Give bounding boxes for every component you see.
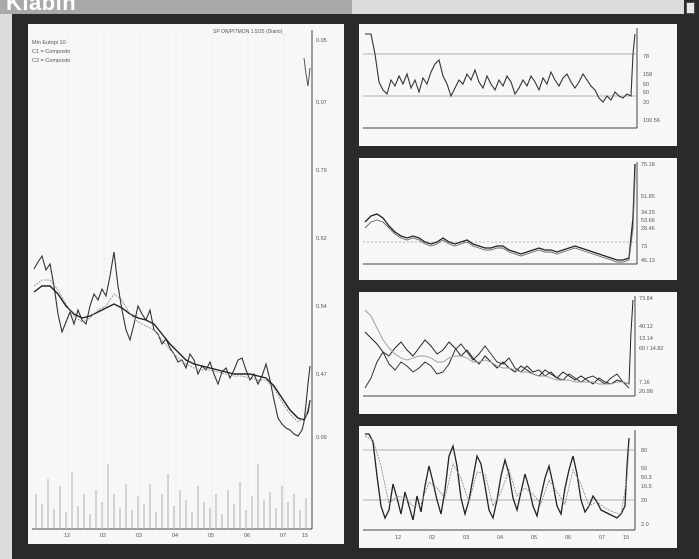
price-label: 0.79 [316,168,327,174]
ind4-label: 20 [641,498,647,504]
indicator-1-line [365,33,636,103]
ind2-label: 53.66 [641,218,655,224]
legend-line-2: C1 = Composto [32,49,70,55]
ind3-label: 40.12 [639,324,653,330]
moving-average-line [33,285,311,421]
ind4-label: 50 [641,466,647,472]
ind4-label: 2.0 [641,522,649,528]
indicator-4-line [365,433,630,521]
indicator-chart-1[interactable]: 78 158 50 50 20 100 56 [359,24,677,146]
indicator-chart-2[interactable]: 75.18 51.85 34.29 53.66 28.46 73 45.13 [359,158,677,280]
ind3-label: 73.84 [639,296,653,302]
indicator-chart-4[interactable]: 80 50 50.3 16.5 20 2.0 12 02 03 04 05 06… [359,426,677,548]
ind2-label: 34.29 [641,210,655,216]
ind3-label: 13.14 [639,336,653,342]
ind4-x-label: 05 [531,535,537,541]
volume-bars [35,464,307,529]
indicator-3-line-c [364,309,630,385]
ind4-x-label: 15 [623,535,629,541]
ind2-label: 45.13 [641,258,655,264]
ind3-label: 7.16 [639,380,650,386]
ind1-label: 50 [643,90,649,96]
window-title-bar: Klabin [0,0,352,14]
ind4-label: 50.3 [641,475,652,481]
ind4-label: 16.5 [641,484,652,490]
ind4-x-label: 02 [429,535,435,541]
chart-header: SP ON/PITMON 1.5/25 (Diario) [213,29,283,35]
x-label: 02 [100,533,106,539]
x-label: 03 [136,533,142,539]
ind2-label: 73 [641,244,647,250]
ind4-x-label: 03 [463,535,469,541]
ind2-label: 51.85 [641,194,655,200]
indicator-3-line-b [364,343,630,389]
ind1-label: 50 [643,82,649,88]
price-label: 0.62 [316,236,327,242]
moving-average-line-2 [33,279,311,423]
indicator-2-line-a [364,163,636,261]
price-line [33,251,311,437]
ind1-label: 158 [643,72,652,78]
ind4-x-label: 04 [497,535,503,541]
ind4-label: 80 [641,448,647,454]
indicator-panel-3[interactable]: 73.84 40.12 13.14 60 / 14.82 7.16 20.98 [359,292,677,414]
ind2-label: 28.46 [641,226,655,232]
ind4-x-label: 07 [599,535,605,541]
right-scrollbar[interactable] [684,0,699,559]
price-label: 0.05 [316,38,327,44]
indicator-2-line-b [364,175,636,263]
x-label: 12 [64,533,70,539]
ind2-label: 75.18 [641,162,655,168]
ind3-label: 20.98 [639,389,653,395]
ind4-x-label: 06 [565,535,571,541]
legend-line-3: C2 = Composto [32,58,70,64]
x-label: 07 [280,533,286,539]
legend-line-1: Min Eutopi 10 [32,40,66,46]
x-label: 06 [244,533,250,539]
price-label: 0.47 [316,372,327,378]
price-chart-panel[interactable]: SP ON/PITMON 1.5/25 (Diario) Min Eutopi … [28,24,344,544]
ind1-label: 20 [643,100,649,106]
ind3-label: 60 / 14.82 [639,346,663,352]
scroll-arrow-icon[interactable] [686,2,695,14]
price-label: 0.09 [316,435,327,441]
price-label: 0.54 [316,304,327,310]
window-title: Klabin [6,0,77,14]
indicator-panel-4[interactable]: 80 50 50.3 16.5 20 2.0 12 02 03 04 05 06… [359,426,677,548]
price-chart[interactable]: SP ON/PITMON 1.5/25 (Diario) Min Eutopi … [28,24,344,544]
indicator-4-signal-line [364,435,630,515]
indicator-3-line-a [364,299,634,385]
x-label: 04 [172,533,178,539]
ind1-label: 78 [643,54,649,60]
x-label: 05 [208,533,214,539]
x-label: 15 [302,533,308,539]
ind4-x-label: 12 [395,535,401,541]
indicator-panel-2[interactable]: 75.18 51.85 34.29 53.66 28.46 73 45.13 [359,158,677,280]
price-label: 0.07 [316,100,327,106]
indicator-panel-1[interactable]: 78 158 50 50 20 100 56 [359,24,677,146]
indicator-chart-3[interactable]: 73.84 40.12 13.14 60 / 14.82 7.16 20.98 [359,292,677,414]
spike-marker [303,57,311,87]
ind1-label: 100 56 [643,118,660,124]
